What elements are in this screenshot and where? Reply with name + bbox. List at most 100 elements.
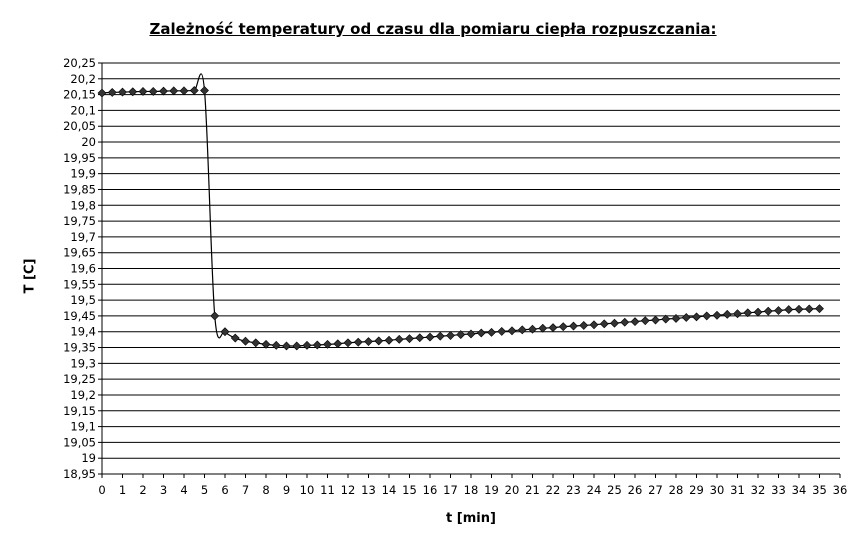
y-axis-label: T [C] [22, 258, 38, 294]
y-tick-label: 19,05 [63, 435, 96, 449]
data-point [148, 87, 158, 96]
data-point [507, 326, 517, 336]
y-tick-label: 20,05 [63, 119, 96, 133]
data-point [169, 86, 179, 96]
data-point [538, 323, 548, 333]
x-tick-label: 19 [484, 483, 499, 497]
data-point [446, 331, 455, 340]
data-point [487, 327, 496, 337]
x-tick-label: 18 [464, 483, 479, 497]
data-point [610, 318, 619, 328]
data-point [466, 329, 476, 339]
data-point [323, 339, 332, 349]
y-tick-label: 20,1 [70, 103, 96, 117]
x-tick-label: 2 [139, 483, 146, 497]
y-tick-label: 20,15 [63, 88, 96, 102]
data-point [333, 339, 343, 349]
data-point [159, 86, 168, 96]
x-tick-label: 34 [792, 483, 807, 497]
data-point [425, 332, 435, 342]
data-point [558, 322, 568, 332]
data-point [97, 88, 107, 98]
data-point [476, 328, 486, 338]
data-point [179, 86, 189, 96]
data-point [456, 330, 466, 340]
x-tick-label: 28 [669, 483, 684, 497]
data-point [128, 87, 138, 97]
data-point [528, 324, 537, 334]
data-point [394, 334, 404, 344]
data-point [661, 314, 671, 324]
y-tick-label: 19,6 [70, 262, 96, 276]
data-point [118, 87, 127, 97]
data-point [374, 336, 384, 346]
data-point [681, 313, 691, 322]
x-tick-label: 23 [566, 483, 581, 497]
data-point [599, 319, 609, 329]
data-point [241, 336, 250, 346]
x-tick-label: 20 [505, 483, 520, 497]
x-tick-label: 0 [98, 483, 105, 497]
y-tick-label: 20 [81, 135, 96, 149]
y-tick-label: 19,3 [70, 356, 96, 370]
data-point [405, 334, 414, 344]
data-point [651, 315, 660, 325]
x-tick-label: 31 [730, 483, 745, 497]
x-tick-label: 4 [180, 483, 187, 497]
x-tick-label: 21 [525, 483, 540, 497]
y-tick-label: 19,2 [70, 388, 96, 402]
y-tick-label: 19,15 [63, 404, 96, 418]
x-tick-label: 10 [300, 483, 315, 497]
x-tick-label: 5 [201, 483, 208, 497]
x-tick-label: 8 [262, 483, 269, 497]
data-point [589, 320, 599, 330]
x-tick-label: 22 [546, 483, 561, 497]
data-point [435, 331, 445, 341]
y-tick-label: 19,8 [70, 198, 96, 212]
data-point [312, 340, 322, 350]
data-point [107, 87, 117, 97]
data-point [804, 304, 814, 314]
data-point [384, 335, 394, 345]
y-tick-label: 19,45 [63, 309, 96, 323]
x-axis-label: t [min] [446, 511, 496, 526]
data-point [497, 326, 507, 336]
data-point [271, 340, 281, 350]
y-tick-label: 18,95 [63, 467, 96, 481]
x-tick-label: 25 [607, 483, 622, 497]
data-point [261, 339, 271, 349]
data-point [548, 323, 558, 333]
series-line [101, 73, 820, 347]
y-tick-label: 20,2 [70, 72, 96, 86]
data-point [579, 320, 589, 330]
data-point [671, 314, 681, 323]
data-point [517, 325, 527, 335]
y-tick-label: 19,7 [70, 230, 96, 244]
x-tick-label: 15 [402, 483, 417, 497]
data-point [733, 309, 742, 319]
data-point [364, 337, 373, 346]
data-point [702, 311, 712, 321]
data-point [200, 86, 209, 95]
y-tick-label: 19,85 [63, 182, 96, 196]
y-tick-label: 19,4 [70, 325, 96, 339]
x-tick-label: 16 [423, 483, 438, 497]
x-tick-label: 14 [382, 483, 397, 497]
data-point [302, 340, 312, 350]
y-tick-label: 19,9 [70, 167, 96, 181]
data-point [784, 305, 794, 315]
y-tick-label: 19 [81, 451, 96, 465]
y-tick-label: 19,65 [63, 246, 96, 260]
data-point [415, 333, 425, 343]
x-tick-label: 30 [710, 483, 725, 497]
x-tick-label: 24 [587, 483, 602, 497]
data-point [282, 341, 291, 351]
data-point [712, 310, 722, 320]
x-tick-label: 13 [361, 483, 376, 497]
y-tick-label: 19,55 [63, 277, 96, 291]
x-tick-label: 11 [320, 483, 335, 497]
data-point [753, 307, 763, 317]
data-point [722, 309, 732, 319]
data-point [220, 327, 230, 337]
